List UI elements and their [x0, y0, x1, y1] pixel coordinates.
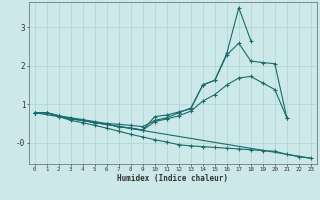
X-axis label: Humidex (Indice chaleur): Humidex (Indice chaleur): [117, 174, 228, 183]
